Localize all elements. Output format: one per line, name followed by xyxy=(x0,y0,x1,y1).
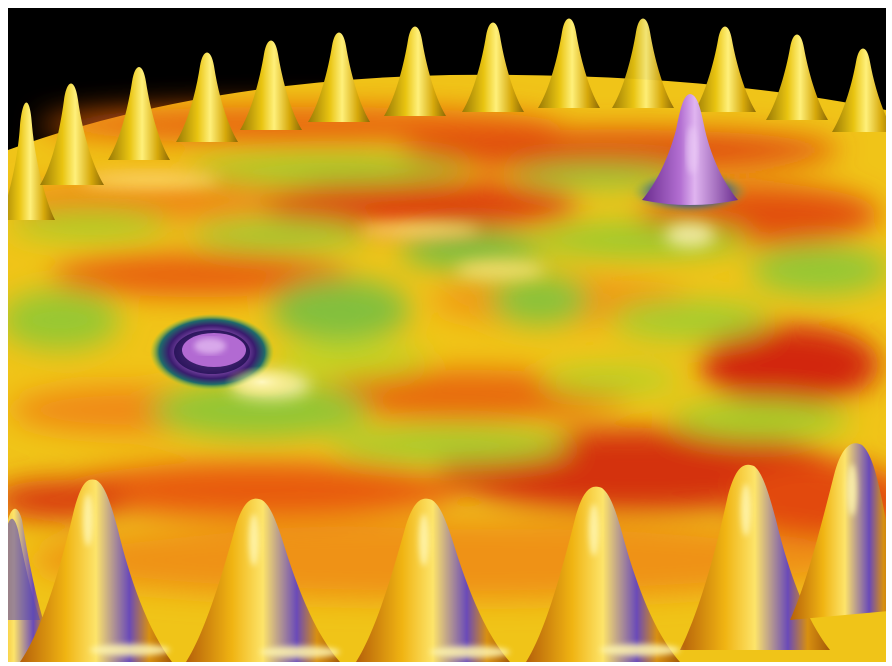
atom-peak xyxy=(384,26,446,116)
purple-adatom-peak xyxy=(632,94,748,212)
atom-peak xyxy=(8,518,40,620)
atom-peak xyxy=(240,40,302,130)
atom-peak xyxy=(680,464,830,650)
atom-peak xyxy=(308,32,370,122)
atom-peak xyxy=(694,26,756,112)
atom-peak xyxy=(832,48,886,132)
atom-peak xyxy=(108,67,170,160)
atom-peak xyxy=(176,52,238,142)
atom-peak xyxy=(462,22,524,112)
ripple-surface xyxy=(8,74,886,662)
atom-peak xyxy=(790,443,886,620)
atom-peak xyxy=(612,18,674,108)
atom-peak xyxy=(20,479,172,662)
atom-peak xyxy=(526,486,680,662)
peak-highlights xyxy=(83,464,857,658)
purple-dip xyxy=(150,314,300,398)
atom-peak xyxy=(356,498,510,662)
atom-peak xyxy=(40,83,104,185)
atom-peak xyxy=(8,102,55,220)
back-row-peaks xyxy=(8,18,886,220)
front-row-peaks xyxy=(8,443,886,662)
atom-peak xyxy=(766,34,828,120)
atom-peak xyxy=(186,498,340,662)
atom-peak xyxy=(538,18,600,108)
